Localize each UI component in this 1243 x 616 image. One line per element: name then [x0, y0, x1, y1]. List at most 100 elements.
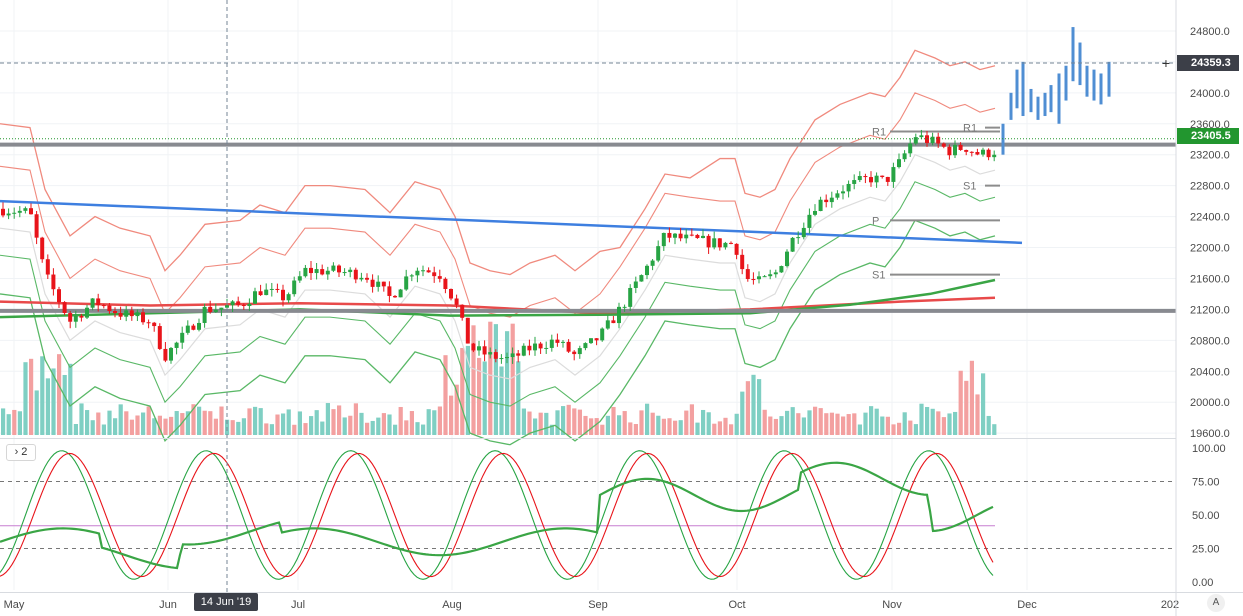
volume-bar	[645, 403, 650, 435]
candle-body	[947, 146, 952, 156]
volume-bar	[549, 424, 554, 435]
volume-bar	[482, 361, 487, 435]
y-tick-label: 21200.0	[1190, 304, 1230, 316]
volume-bar	[527, 411, 532, 435]
volume-bar	[426, 409, 431, 435]
candle-body	[589, 338, 593, 344]
x-tick-label: Sep	[588, 599, 608, 611]
grid	[0, 0, 1176, 590]
candle-body	[325, 270, 330, 275]
candle-body	[174, 342, 179, 348]
volume-bar	[757, 379, 762, 435]
candle-body	[309, 267, 313, 274]
volume-bar	[113, 418, 118, 435]
candle-body	[561, 341, 565, 343]
volume-bar	[85, 410, 90, 435]
volume-bar	[359, 412, 364, 435]
candle-body	[510, 353, 515, 358]
candle-body	[90, 298, 95, 308]
volume-bar	[415, 422, 420, 435]
volume-bar	[734, 413, 739, 435]
volume-bar	[544, 412, 549, 435]
volume-bar	[661, 418, 666, 435]
volume-bar	[874, 408, 879, 435]
candle-body	[129, 310, 134, 317]
volume-bar	[689, 404, 694, 435]
candle-body	[852, 180, 857, 184]
candle-body	[549, 339, 554, 348]
volume-bar	[157, 415, 162, 435]
volume-bar	[706, 412, 711, 435]
volume-bar	[499, 366, 504, 435]
volume-bar	[269, 424, 274, 435]
candle-body	[964, 149, 969, 152]
volume-bar	[370, 420, 375, 435]
candle-body	[841, 191, 845, 194]
candle-body	[191, 325, 196, 330]
volume-bar	[762, 409, 767, 435]
volume-bar	[561, 406, 566, 435]
volume-bar	[723, 417, 728, 435]
candle-body	[320, 269, 325, 275]
volume-bar	[101, 424, 106, 435]
trendline	[0, 199, 1023, 245]
candle-body	[527, 345, 532, 351]
candle-body	[454, 298, 459, 305]
candle-body	[891, 167, 896, 182]
forecast-bars	[1001, 27, 1111, 155]
volume-bar	[572, 408, 577, 435]
candle-body	[141, 312, 145, 323]
y-tick-label: 23200.0	[1190, 150, 1230, 162]
y-tick-label: 22000.0	[1190, 243, 1230, 255]
volume-bar	[488, 321, 493, 435]
x-tick-label: Aug	[442, 599, 462, 611]
volume-bar	[773, 418, 778, 435]
candle-body	[202, 306, 207, 323]
candle-body	[353, 269, 358, 280]
candle-body	[773, 272, 778, 275]
volume-bar	[835, 413, 840, 435]
candle-body	[488, 352, 493, 355]
volume-bar	[90, 420, 95, 435]
candle-body	[975, 151, 980, 155]
candle-body	[919, 135, 924, 138]
volume-bar	[577, 409, 582, 435]
volume-bar	[880, 416, 885, 435]
volume-bar	[409, 411, 414, 435]
volume-bar	[236, 421, 241, 435]
keltner-lower-band	[0, 181, 996, 407]
volume-bar	[353, 403, 358, 435]
candle-body	[241, 304, 246, 307]
candle-body	[359, 277, 364, 280]
osc-tick-label: 50.00	[1192, 510, 1220, 522]
volume-bar	[981, 373, 986, 435]
candle-body	[275, 288, 280, 290]
candle-body	[829, 197, 834, 203]
candle-body	[723, 242, 728, 248]
volume-bar	[432, 410, 437, 435]
y-tick-label: 20000.0	[1190, 397, 1230, 409]
candle-body	[23, 208, 28, 211]
candle-body	[29, 208, 33, 215]
candle-body	[785, 251, 789, 267]
volume-bar	[628, 422, 633, 435]
volume-bar	[180, 413, 185, 435]
candle-body	[331, 265, 336, 271]
candle-body	[157, 326, 162, 349]
auto-scale-button[interactable]: A	[1207, 594, 1225, 612]
candle-body	[880, 175, 885, 177]
volume-bar	[152, 418, 157, 435]
y-tick-label: 22400.0	[1190, 212, 1230, 224]
volume-bar	[667, 418, 672, 435]
candle-body	[566, 341, 571, 352]
pane-toggle-button[interactable]: › 2	[6, 444, 36, 461]
candle-body	[533, 343, 537, 351]
candle-body	[813, 211, 817, 215]
volume-bar	[673, 420, 678, 435]
candle-body	[314, 269, 319, 274]
candle-body	[505, 357, 509, 359]
volume-bar	[146, 406, 151, 435]
candle-body	[516, 353, 521, 356]
